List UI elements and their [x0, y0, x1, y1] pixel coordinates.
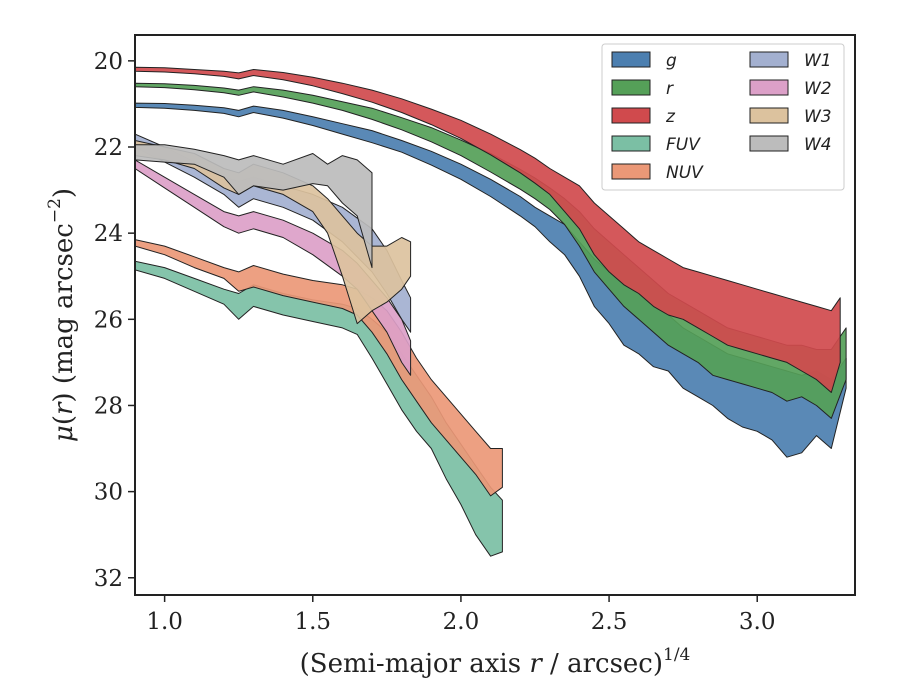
- y-tick-label: 30: [94, 480, 123, 506]
- legend-label-g: g: [666, 51, 677, 71]
- legend-swatch-w4: [749, 135, 789, 152]
- y-tick-label: 28: [94, 393, 123, 419]
- legend-label-w1: W1: [804, 51, 832, 71]
- legend-label-nuv: NUV: [666, 163, 704, 183]
- x-tick-label: 1.0: [146, 609, 183, 635]
- legend-label-w2: W2: [804, 79, 832, 99]
- legend-swatch-w2: [749, 79, 789, 96]
- x-tick-label: 3.0: [739, 609, 776, 635]
- legend-swatch-g: [611, 51, 651, 68]
- x-tick-label: 1.5: [294, 609, 331, 635]
- plot-frame: [134, 34, 856, 596]
- series-band-g: [135, 102, 847, 458]
- legend-label-z: z: [665, 107, 676, 127]
- legend-label-r: r: [666, 79, 674, 99]
- legend-swatch-w3: [749, 107, 789, 124]
- y-tick-label: 20: [94, 49, 123, 75]
- legend-label-w3: W3: [804, 107, 832, 127]
- x-tick-label: 2.0: [443, 609, 480, 635]
- legend-label-w4: W4: [804, 135, 832, 155]
- legend: grz FUV NUV W1 W2 W3 W4: [601, 43, 845, 191]
- legend-swatch-z: [611, 107, 651, 124]
- y-tick-label: 26: [94, 307, 123, 333]
- y-tick-label: 24: [94, 221, 123, 247]
- x-axis: 1.0 1.5 2.0 2.5 3.0: [146, 595, 776, 635]
- y-tick-label: 22: [94, 135, 123, 161]
- series-bands: [135, 66, 847, 557]
- series-band-nuv: [135, 239, 503, 497]
- series-band-z: [135, 66, 841, 393]
- legend-swatch-fuv: [611, 135, 651, 152]
- legend-label-fuv: FUV: [666, 135, 701, 155]
- series-band-r: [135, 82, 847, 419]
- legend-swatch-w1: [749, 51, 789, 68]
- y-axis: 20 22 24 26 28 30 32: [94, 49, 135, 592]
- x-tick-label: 2.5: [591, 609, 628, 635]
- y-tick-label: 32: [94, 566, 123, 592]
- legend-swatch-r: [611, 79, 651, 96]
- legend-swatch-nuv: [611, 163, 651, 180]
- x-axis-label: (Semi-major axis r / arcsec)1/4: [300, 645, 691, 679]
- y-axis-label: μ(r) (mag arcsec−2): [45, 188, 79, 442]
- series-band-w4: [135, 144, 373, 269]
